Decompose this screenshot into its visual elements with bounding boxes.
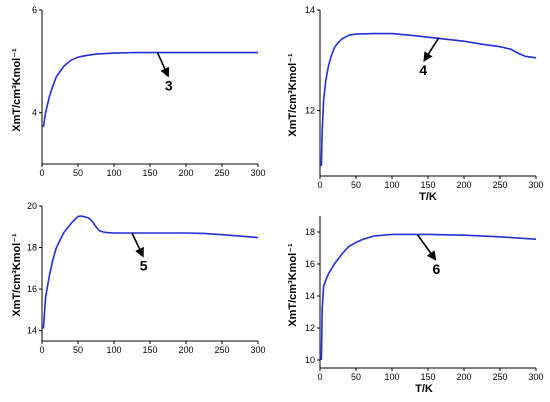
x-tick-label: 0 (317, 372, 322, 382)
y-axis-label: XmT/cm³Kmol⁻¹ (11, 233, 23, 317)
x-axis-label: T/K (419, 191, 437, 203)
plot-4: 0 50 100 150 200 250 300 12 14 4 (305, 5, 544, 190)
series-line (320, 32, 537, 166)
annotation-arrow (131, 232, 144, 258)
x-tick-label: 100 (106, 168, 121, 178)
y-tick-label: 14 (305, 5, 315, 15)
annotation-label: 3 (165, 78, 173, 94)
x-tick-label: 150 (420, 372, 435, 382)
x-tick-label: 200 (178, 168, 193, 178)
x-tick-label: 300 (528, 180, 543, 190)
y-tick-label: 6 (32, 5, 37, 15)
x-tick-label: 50 (351, 180, 361, 190)
panel-6: XmT/cm³Kmol⁻¹ 0 50 100 150 200 250 300 10 12 14 16… (287, 216, 544, 395)
y-axis-label: XmT/cm³Kmol⁻¹ (287, 243, 299, 327)
x-tick-label: 200 (456, 372, 471, 382)
x-tick-label: 100 (384, 180, 399, 190)
x-tick-label: 150 (142, 168, 157, 178)
plot-6: 0 50 100 150 200 250 300 10 12 14 16 18 6 (305, 216, 544, 382)
x-axis-label: T/K (415, 383, 433, 395)
x-tick-label: 50 (351, 372, 361, 382)
y-tick-label: 16 (27, 284, 37, 294)
x-tick-label: 250 (492, 372, 507, 382)
x-tick-label: 200 (456, 180, 471, 190)
plot-3: 0 50 100 150 200 250 300 4 6 3 (32, 5, 266, 178)
panel-3: XmT/cm³Kmol⁻¹ 0 50 100 150 200 250 300 4 6 3 (11, 5, 266, 178)
x-tick-label: 300 (250, 168, 265, 178)
y-tick-label: 4 (32, 108, 37, 118)
x-tick-label: 150 (420, 180, 435, 190)
x-tick-label: 250 (214, 168, 229, 178)
panel-5: XmT/cm³Kmol⁻¹ 0 50 100 150 200 250 300 14 16 18 20… (11, 201, 266, 355)
x-tick-label: 0 (39, 345, 44, 355)
series-line (42, 215, 259, 329)
panel-4: XmT/cm³Kmol⁻¹ 0 50 100 150 200 250 300 12 14 4 T/… (287, 5, 544, 203)
y-tick-label: 18 (27, 243, 37, 253)
x-tick-label: 0 (317, 180, 322, 190)
series-line (42, 51, 258, 128)
x-tick-label: 250 (214, 345, 229, 355)
x-tick-label: 50 (73, 168, 83, 178)
y-tick-label: 14 (305, 291, 315, 301)
y-tick-label: 12 (305, 323, 315, 333)
x-tick-label: 300 (528, 372, 543, 382)
y-tick-label: 16 (305, 259, 315, 269)
annotation-arrow (156, 51, 170, 78)
x-tick-label: 100 (106, 345, 121, 355)
annotation-label: 4 (419, 62, 427, 78)
y-axis-label: XmT/cm³Kmol⁻¹ (287, 53, 299, 137)
x-tick-label: 200 (178, 345, 193, 355)
x-tick-label: 300 (250, 345, 265, 355)
x-tick-label: 100 (384, 372, 399, 382)
y-tick-label: 12 (305, 106, 315, 116)
series-line (320, 233, 537, 361)
annotation-label: 6 (432, 261, 440, 277)
x-tick-label: 50 (73, 345, 83, 355)
y-tick-label: 14 (27, 326, 37, 336)
x-tick-label: 250 (492, 180, 507, 190)
plot-5: 0 50 100 150 200 250 300 14 16 18 20 5 (27, 201, 266, 355)
y-tick-label: 10 (305, 355, 315, 365)
annotation-arrow (416, 233, 437, 261)
x-tick-label: 0 (39, 168, 44, 178)
annotation-label: 5 (140, 258, 148, 274)
y-tick-label: 20 (27, 201, 37, 211)
annotation-arrow (423, 37, 440, 62)
x-tick-label: 150 (142, 345, 157, 355)
y-axis-label: XmT/cm³Kmol⁻¹ (11, 48, 23, 132)
y-tick-label: 18 (305, 227, 315, 237)
